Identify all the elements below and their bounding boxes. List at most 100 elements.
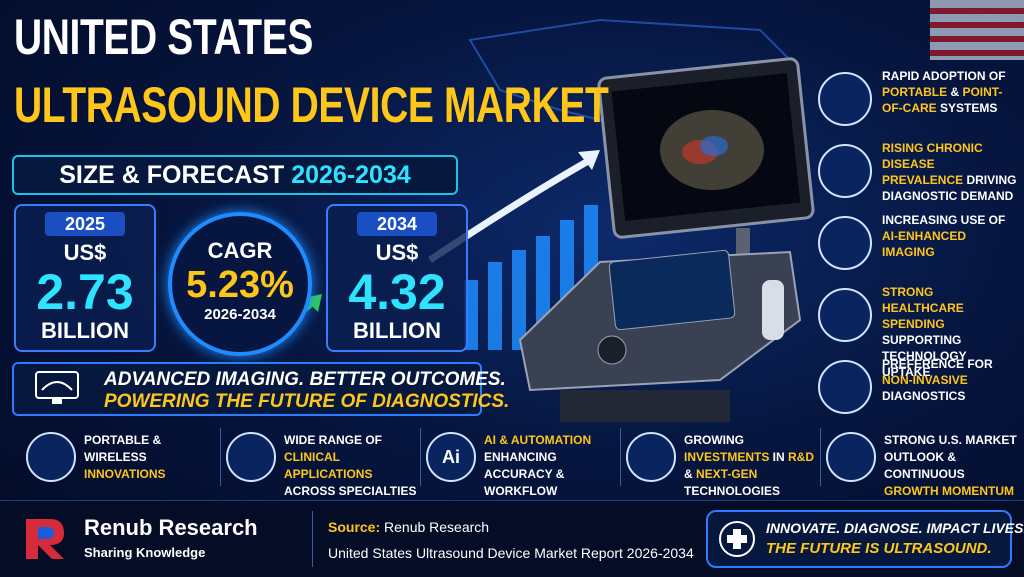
value: 4.32 [348,264,446,320]
text-part: NON-INVASIVE [882,373,968,387]
cagr: CAGR 5.23% 2026-2034 [168,212,312,356]
driver: RAPID ADOPTION OF PORTABLE & POINT-OF-CA… [812,66,1018,130]
cagr-period: 2026-2034 [204,306,276,323]
slogan-line1: INNOVATE. DIAGNOSE. IMPACT LIVES. [766,520,1024,536]
brand: Renub Research [84,515,258,540]
cross-icon [719,521,755,557]
source: Source: Renub Research [328,519,489,535]
feature-icon [626,432,676,482]
text-part: ACROSS SPECIALTIES [284,484,417,498]
driver: RISING CHRONIC DISEASE PREVALENCE DRIVIN… [812,138,1018,204]
feature-icon [26,432,76,482]
tagline-line1: ADVANCED IMAGING. BETTER OUTCOMES. [104,369,506,390]
monitor-icon [35,371,79,404]
text-part: INVESTMENTS [684,450,770,464]
driver-text: RISING CHRONIC DISEASE PREVALENCE DRIVIN… [882,140,1018,204]
feature: GROWING INVESTMENTS IN R&D & NEXT-GEN TE… [620,428,821,498]
value: 2.73 [36,264,134,320]
text-part: TECHNOLOGIES [684,484,781,498]
text-part: STRONG HEALTHCARE SPENDING [882,285,964,331]
driver-icon [818,360,872,414]
feature-text: AI & AUTOMATION ENHANCING ACCURACY & WOR… [484,432,620,500]
driver-text: INCREASING USE OF AI-ENHANCED IMAGING [882,212,1018,260]
text-part: DRIVING DIAGNOSTIC DEMAND [882,173,1017,203]
ultrasound-machine [518,57,815,422]
text-part: & [947,85,963,99]
driver: STRONG HEALTHCARE SPENDING SUPPORTING TE… [812,282,1018,379]
tagline-line2: POWERING THE FUTURE OF DIAGNOSTICS. [104,391,510,412]
text-part: AI-ENHANCED IMAGING [882,229,966,259]
brand-tagline: Sharing Knowledge [84,545,206,560]
divider [312,511,313,567]
driver: INCREASING USE OF AI-ENHANCED IMAGING [812,210,1018,274]
driver-text: STRONG HEALTHCARE SPENDING SUPPORTING TE… [882,284,1018,380]
stat-start: 2025 US$ 2.73 BILLION [14,204,156,352]
text-part: ENHANCING ACCURACY & WORKFLOW [484,450,565,498]
stat-end: 2034 US$ 4.32 BILLION [326,204,468,352]
feature-icon [226,432,276,482]
tagline: ADVANCED IMAGING. BETTER OUTCOMES. POWER… [12,362,509,416]
text-part: GROWING [684,433,744,447]
cagr-label: CAGR [207,238,273,263]
subtitle: SIZE & FORECAST 2026-2034 [12,155,458,195]
feature-text: STRONG U.S. MARKET OUTLOOK & CONTINUOUS … [884,432,1020,500]
slogan: INNOVATE. DIAGNOSE. IMPACT LIVES. THE FU… [706,510,1024,568]
subtitle-period: 2026-2034 [291,161,411,189]
feature: Ai AI & AUTOMATION ENHANCING ACCURACY & W… [420,428,621,498]
feature-icon [826,432,876,482]
driver: PREFERENCE FOR NON-INVASIVE DIAGNOSTICS [812,354,1018,418]
year: 2034 [357,212,437,236]
source-label: Source: [328,519,381,535]
cagr-value: 5.23% [186,264,294,306]
unit: BILLION [353,318,441,343]
text-part: SUPPORTING TECHNOLOGY UPTAKE [882,333,967,379]
text-part: PREFERENCE FOR [882,357,993,371]
driver-text: RAPID ADOPTION OF PORTABLE & POINT-OF-CA… [882,68,1018,116]
flag [930,0,1024,60]
subtitle-text: SIZE & FORECAST [59,161,285,189]
text-part: INNOVATIONS [84,467,166,481]
title-line2: ULTRASOUND DEVICE MARKET [14,77,609,133]
text-part: WIDE RANGE OF [284,433,382,447]
driver-icon [818,72,872,126]
text-part: INCREASING USE OF [882,213,1006,227]
text-part: CLINICAL APPLICATIONS [284,450,373,481]
text-part: RISING CHRONIC DISEASE PREVALENCE [882,141,983,187]
unit: BILLION [41,318,129,343]
text-part: SYSTEMS [936,101,998,115]
driver-icon [818,216,872,270]
feature-icon: Ai [426,432,476,482]
text-part: RAPID ADOPTION OF [882,69,1006,83]
feature: STRONG U.S. MARKET OUTLOOK & CONTINUOUS … [820,428,1020,498]
text-part: PORTABLE [882,85,948,99]
source-name: Renub Research [384,519,490,535]
slogan-line2: THE FUTURE IS ULTRASOUND. [766,540,992,557]
text-part: DIAGNOSTICS [882,389,966,403]
feature-text: WIDE RANGE OF CLINICAL APPLICATIONS ACRO… [284,432,420,500]
text-part: AI & AUTOMATION [484,433,592,447]
feature: WIDE RANGE OF CLINICAL APPLICATIONS ACRO… [220,428,421,498]
year: 2025 [45,212,125,236]
text-part: GROWTH MOMENTUM [884,484,1014,498]
driver-text: PREFERENCE FOR NON-INVASIVE DIAGNOSTICS [882,356,1018,404]
report: United States Ultrasound Device Market R… [328,545,694,561]
text-part: R&D [788,450,815,464]
text-part: STRONG U.S. MARKET OUTLOOK & CONTINUOUS [884,433,1017,481]
text-part: POINT-OF-CARE [882,85,1003,115]
brand-logo [26,519,64,559]
feature-text: GROWING INVESTMENTS IN R&D & NEXT-GEN TE… [684,432,820,500]
currency: US$ [63,240,107,265]
text-part: PORTABLE & WIRELESS [84,433,162,464]
title-line1: UNITED STATES [14,9,313,65]
text-part: & [684,467,696,481]
feature: PORTABLE & WIRELESS INNOVATIONS [20,428,221,486]
arrow-head [578,150,600,170]
driver-icon [818,144,872,198]
text-part: NEXT-GEN [696,467,758,481]
feature-text: PORTABLE & WIRELESS INNOVATIONS [84,432,220,483]
currency: US$ [375,240,419,265]
driver-icon [818,288,872,342]
text-part: IN [769,450,789,464]
